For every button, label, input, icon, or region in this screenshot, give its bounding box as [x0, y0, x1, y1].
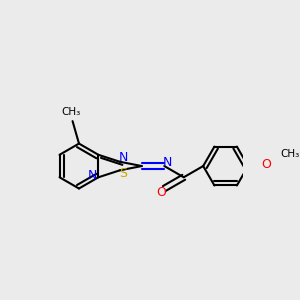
Text: S: S	[119, 167, 127, 180]
Text: O: O	[261, 158, 271, 171]
Text: N: N	[163, 155, 172, 169]
Text: N: N	[118, 151, 128, 164]
Text: CH₃: CH₃	[61, 107, 81, 117]
Text: CH₃: CH₃	[280, 149, 299, 159]
Text: O: O	[156, 186, 166, 199]
Text: N: N	[88, 169, 98, 182]
